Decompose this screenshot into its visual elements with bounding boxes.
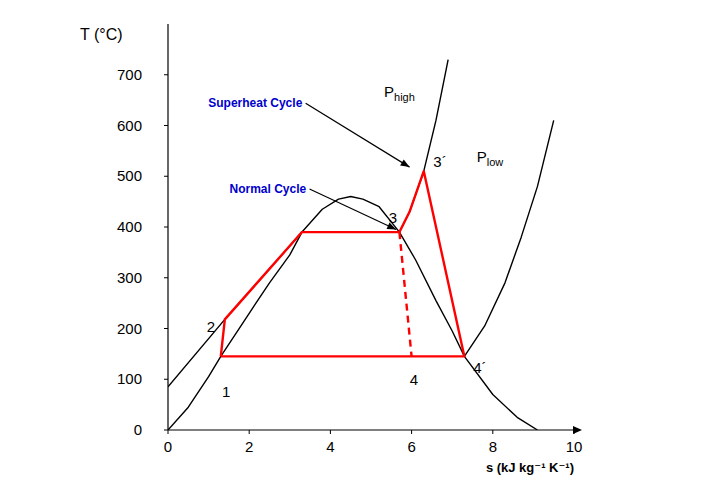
series-line (168, 60, 448, 387)
point-label: 3 (389, 209, 397, 226)
y-tick (164, 277, 168, 278)
series-line (399, 232, 411, 356)
y-tick-label: 0 (134, 421, 142, 438)
series-line (464, 120, 553, 356)
point-label: 4´ (473, 359, 486, 376)
pressure-subscript: low (487, 156, 504, 168)
y-tick-label: 300 (117, 269, 142, 286)
x-tick-label: 8 (489, 438, 497, 455)
annotation-arrow (306, 103, 410, 167)
pressure-label: Plow (477, 148, 504, 168)
y-tick (164, 328, 168, 329)
x-tick-label: 0 (164, 438, 172, 455)
pressure-subscript: high (394, 91, 415, 103)
pressure-symbol: P (384, 83, 394, 100)
y-tick (164, 227, 168, 228)
x-axis (168, 429, 578, 430)
x-tick (249, 430, 250, 434)
point-label: 4 (410, 371, 418, 388)
y-tick-label: 400 (117, 218, 142, 235)
x-tick (574, 430, 575, 434)
annotation-arrow (310, 189, 397, 230)
x-tick-label: 2 (245, 438, 253, 455)
y-tick-label: 600 (117, 117, 142, 134)
x-tick-label: 6 (407, 438, 415, 455)
y-tick (164, 74, 168, 75)
series-line (221, 171, 465, 356)
y-tick (164, 125, 168, 126)
annotation-arrowhead (400, 159, 409, 167)
y-tick-label: 100 (117, 370, 142, 387)
x-axis-label: s (kJ kg⁻¹ K⁻¹) (486, 460, 574, 475)
y-tick (164, 176, 168, 177)
pressure-label: Phigh (384, 83, 415, 103)
annotation: Normal Cycle (230, 182, 307, 196)
point-label: 1 (222, 383, 230, 400)
y-tick (164, 379, 168, 380)
chart: 02468100100200300400500600700T (°C)s (kJ… (0, 0, 720, 490)
point-label: 3´ (433, 153, 446, 170)
x-axis-arrow (573, 426, 582, 434)
annotation: Superheat Cycle (208, 96, 302, 110)
x-tick (492, 430, 493, 434)
plot-lines (168, 60, 554, 430)
y-axis-label: T (°C) (80, 26, 123, 43)
x-tick-label: 4 (326, 438, 334, 455)
y-tick-label: 700 (117, 66, 142, 83)
y-tick-label: 200 (117, 320, 142, 337)
x-tick (168, 430, 169, 434)
y-tick-label: 500 (117, 167, 142, 184)
x-tick (330, 430, 331, 434)
pressure-symbol: P (477, 148, 487, 165)
point-label: 2 (207, 318, 215, 335)
x-tick (411, 430, 412, 434)
y-tick (164, 430, 168, 431)
x-tick-label: 10 (566, 438, 583, 455)
